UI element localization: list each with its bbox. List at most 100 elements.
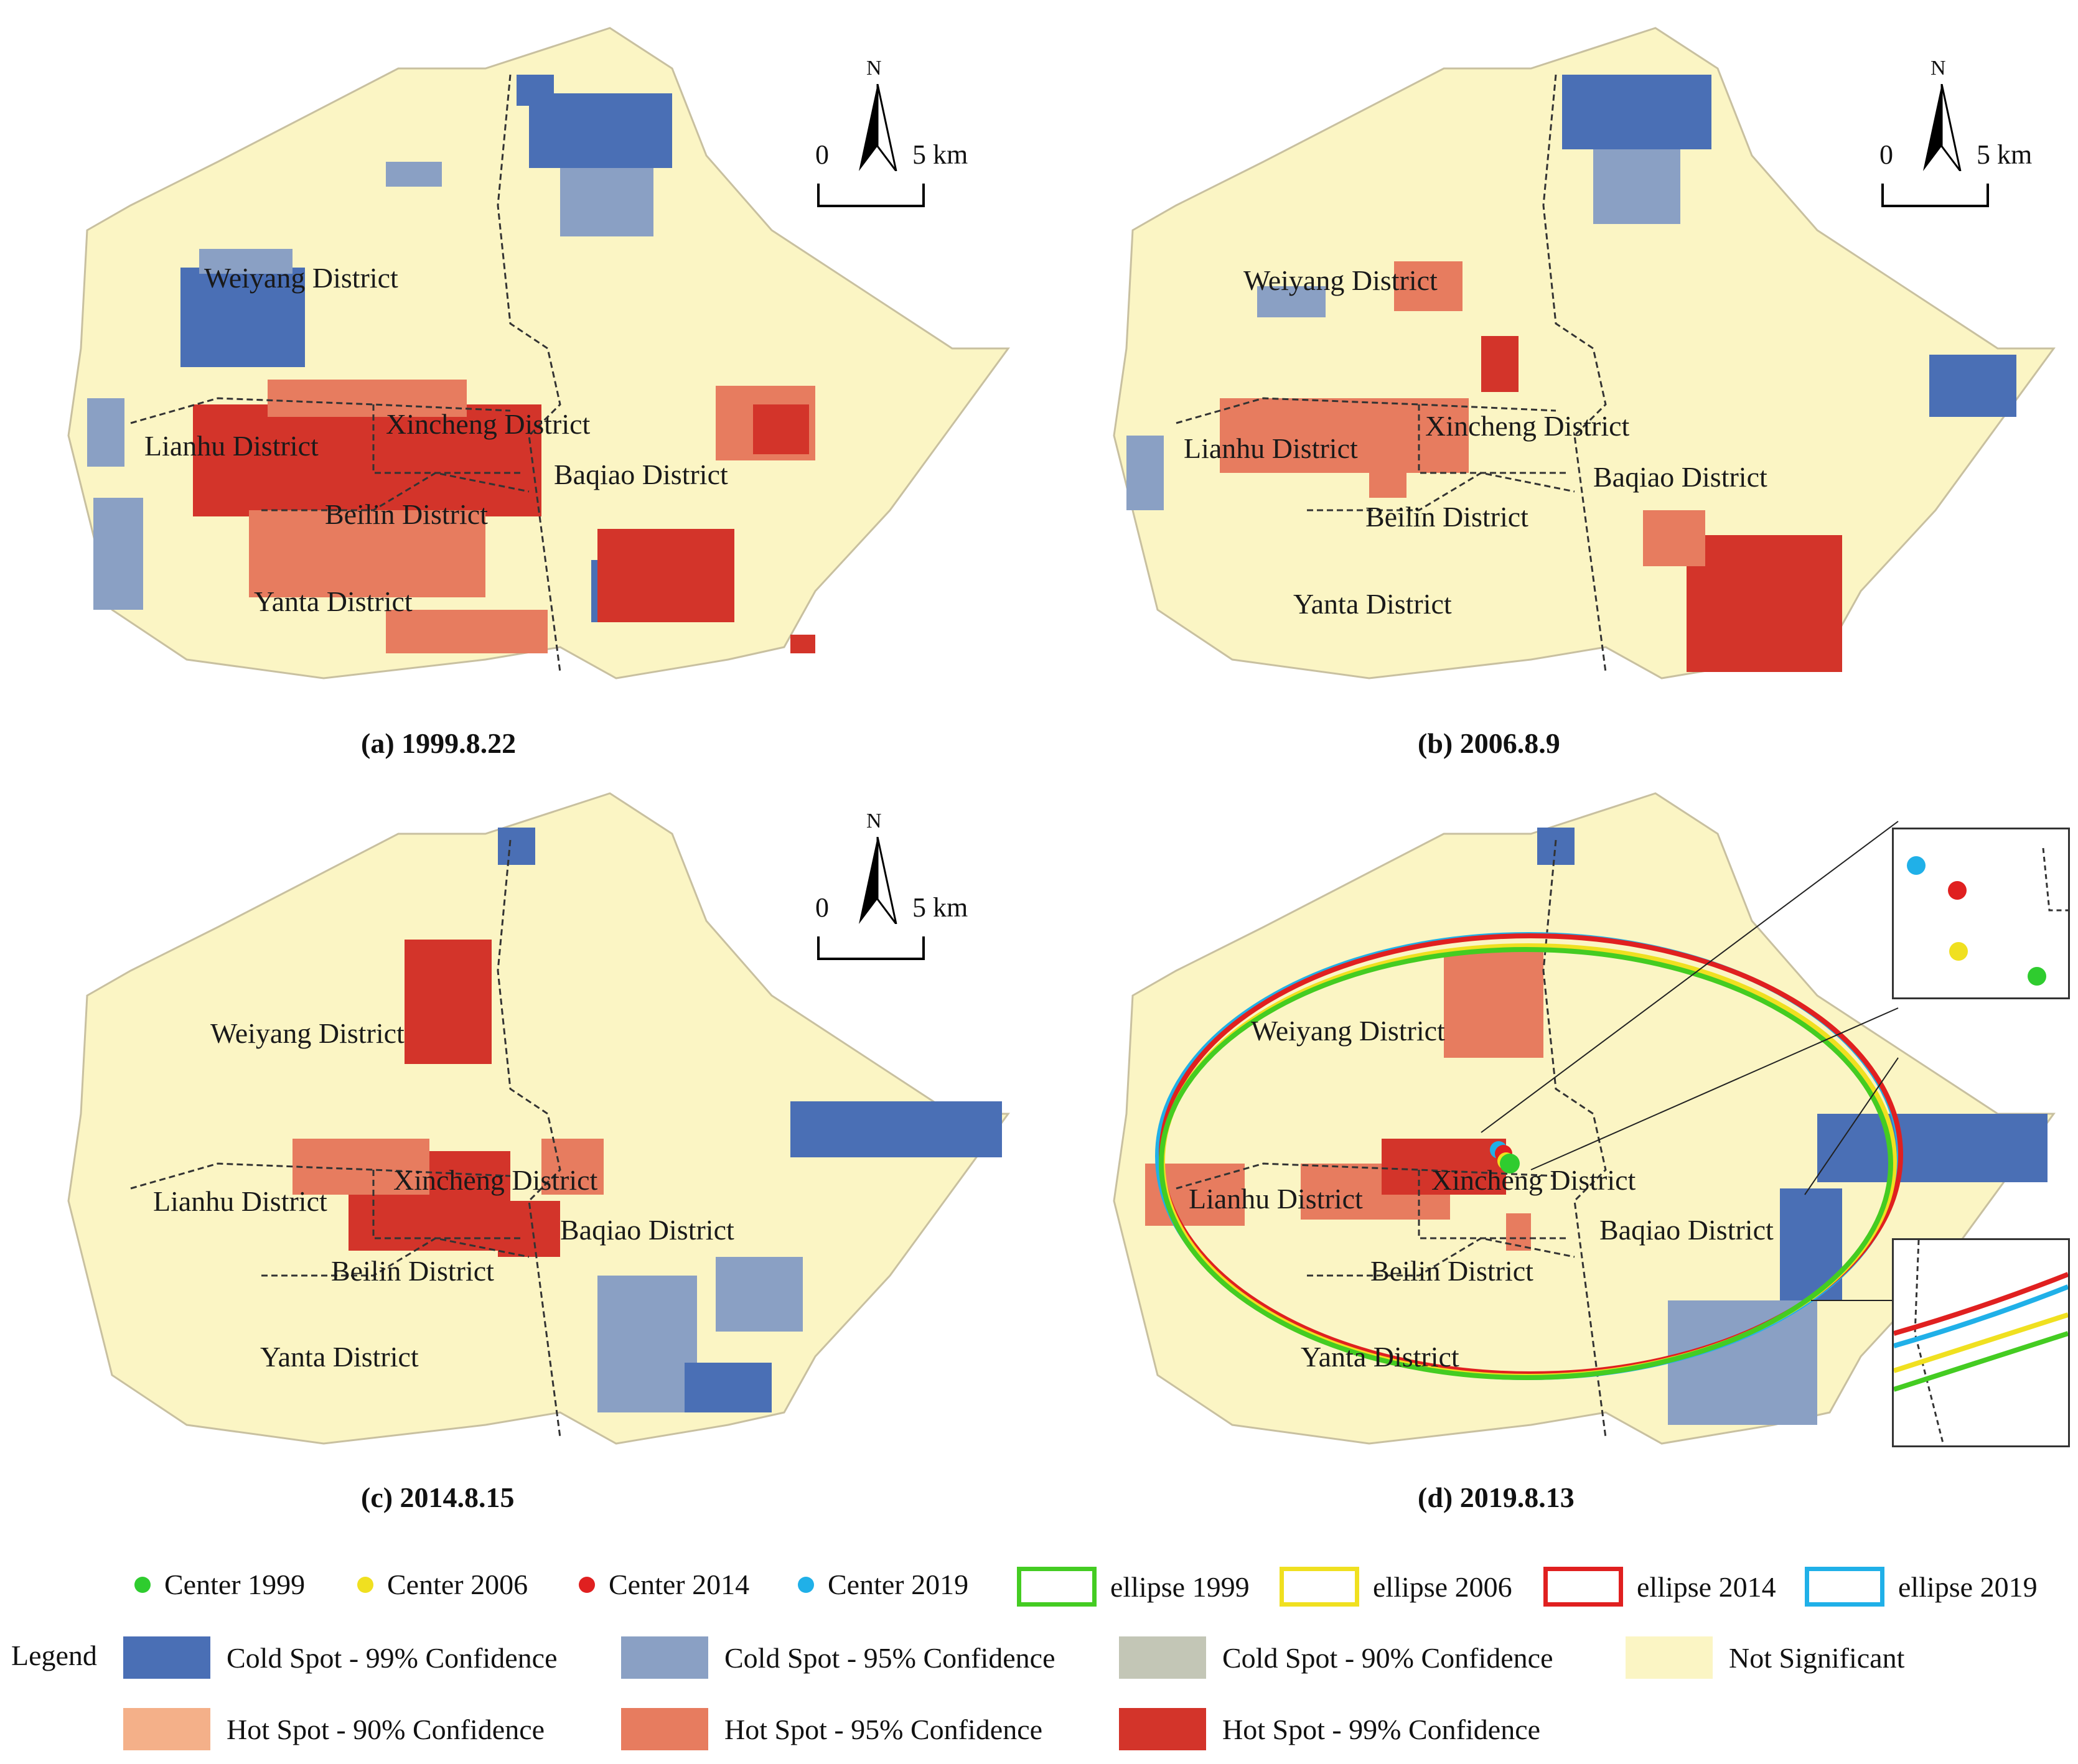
legend-ellipse-2019-label: ellipse 2019	[1898, 1570, 2038, 1603]
legend-center-2019-label: Center 2019	[828, 1569, 969, 1600]
mean-centers	[1490, 1141, 1520, 1174]
legend-cold-90-label: Cold Spot - 90% Confidence	[1222, 1641, 1553, 1674]
label-baqiao: Baqiao District	[554, 459, 728, 490]
label-yanta: Yanta District	[1301, 1341, 1459, 1373]
label-baqiao: Baqiao District	[1593, 461, 1767, 493]
inset-centers-map	[1907, 847, 2068, 986]
hot-spots	[193, 380, 815, 653]
label-xincheng: Xincheng District	[393, 1164, 598, 1196]
legend-ellipse-2014: ellipse 2014	[1543, 1567, 1776, 1607]
legend-center-2006: Center 2006	[357, 1568, 528, 1601]
scale-bar	[817, 184, 925, 207]
legend-ellipse-2014-label: ellipse 2014	[1637, 1570, 1776, 1603]
map-panel-d: Weiyang District Lianhu District Xinchen…	[1046, 765, 2078, 1513]
ellipse-2014-swatch	[1543, 1567, 1623, 1607]
label-weiyang: Weiyang District	[204, 262, 398, 294]
north-arrow-icon	[859, 84, 897, 171]
legend-row-centers: Center 1999 Center 2006 Center 2014 Cent…	[0, 1562, 2078, 1618]
north-label: N	[866, 810, 882, 833]
label-beilin: Beilin District	[1365, 501, 1528, 533]
cold-spots	[498, 828, 1002, 1412]
inset-centers	[1892, 828, 2070, 999]
legend-cold-90: Cold Spot - 90% Confidence	[1119, 1636, 1553, 1679]
swatch-cold-90	[1119, 1636, 1206, 1679]
scale-five: 5 km	[912, 139, 968, 170]
label-baqiao: Baqiao District	[1599, 1214, 1774, 1246]
ellipse-2019-swatch	[1805, 1567, 1884, 1607]
label-beilin: Beilin District	[325, 498, 488, 530]
swatch-hot-95	[621, 1708, 708, 1750]
label-lianhu: Lianhu District	[144, 430, 319, 462]
legend-center-1999: Center 1999	[134, 1568, 305, 1601]
center-2019-marker	[798, 1576, 814, 1593]
map-a	[67, 27, 1010, 679]
legend-ellipse-2019: ellipse 2019	[1805, 1567, 2038, 1607]
district-borders	[1176, 74, 1607, 673]
label-weiyang: Weiyang District	[210, 1017, 405, 1049]
legend-ellipse-1999-label: ellipse 1999	[1110, 1570, 1250, 1603]
label-lianhu: Lianhu District	[153, 1185, 327, 1217]
ellipse-2006-swatch	[1280, 1567, 1359, 1607]
label-yanta: Yanta District	[254, 586, 413, 617]
label-lianhu: Lianhu District	[1184, 432, 1358, 464]
legend-hot-95: Hot Spot - 95% Confidence	[621, 1708, 1042, 1750]
label-beilin: Beilin District	[1370, 1255, 1533, 1287]
label-yanta: Yanta District	[260, 1341, 419, 1373]
district-borders	[130, 74, 561, 673]
label-xincheng: Xincheng District	[386, 408, 591, 440]
inset-ellipses	[1892, 1238, 2070, 1447]
inset-leader-lines	[1481, 821, 1899, 1301]
center-1999	[1500, 1154, 1520, 1174]
scale-bar	[817, 936, 925, 960]
legend-not-significant: Not Significant	[1626, 1636, 1904, 1679]
inset-center-1999	[2028, 967, 2046, 986]
scale-five: 5 km	[1977, 139, 2033, 170]
legend-ellipse-2006: ellipse 2006	[1280, 1567, 1512, 1607]
caption-c: (c) 2014.8.15	[361, 1482, 515, 1513]
map-panel-b: Weiyang District Lianhu District Xinchen…	[1046, 0, 2078, 759]
swatch-hot-90	[123, 1708, 210, 1750]
district-borders	[1176, 839, 1607, 1438]
map-d	[1113, 792, 2056, 1445]
map-panel-c: Weiyang District Lianhu District Xinchen…	[0, 765, 1046, 1513]
hot-spots	[293, 940, 604, 1257]
label-weiyang: Weiyang District	[1243, 264, 1438, 296]
north-arrow-scale: N 0 5 km	[815, 810, 968, 974]
ellipse-1999-swatch	[1017, 1567, 1097, 1607]
scale-five: 5 km	[912, 892, 968, 923]
legend-center-2006-label: Center 2006	[387, 1569, 528, 1600]
city-boundary	[1113, 27, 2056, 679]
legend-cold-95: Cold Spot - 95% Confidence	[621, 1636, 1055, 1679]
hot-spots	[1220, 261, 1842, 672]
label-baqiao: Baqiao District	[560, 1214, 734, 1246]
cold-spots	[87, 75, 672, 622]
legend-not-significant-label: Not Significant	[1729, 1641, 1905, 1674]
swatch-not-significant	[1626, 1636, 1713, 1679]
north-label: N	[866, 57, 882, 80]
label-xincheng: Xincheng District	[1425, 410, 1630, 442]
label-beilin: Beilin District	[331, 1255, 494, 1287]
swatch-cold-95	[621, 1636, 708, 1679]
legend-hot-99-label: Hot Spot - 99% Confidence	[1222, 1713, 1541, 1745]
district-borders	[130, 839, 561, 1438]
legend-cold-99: Cold Spot - 99% Confidence	[123, 1636, 558, 1679]
swatch-hot-99	[1119, 1708, 1206, 1750]
north-arrow-scale: N 0 5 km	[1879, 57, 2032, 221]
cold-spots	[1537, 828, 2048, 1425]
legend-cold-95-label: Cold Spot - 95% Confidence	[724, 1641, 1055, 1674]
legend-center-1999-label: Center 1999	[164, 1569, 306, 1600]
caption-b: (b) 2006.8.9	[1418, 727, 1560, 759]
center-2014-marker	[579, 1576, 595, 1593]
inset-center-2006	[1949, 942, 1968, 961]
scale-zero: 0	[1879, 139, 1893, 170]
legend-center-2014: Center 2014	[579, 1568, 749, 1601]
hot-spots	[1145, 952, 1543, 1251]
north-arrow-icon	[1923, 84, 1962, 171]
inset-ellipses-map	[1893, 1239, 2069, 1446]
cold-spots	[1126, 75, 2016, 510]
ellipse-1999	[1159, 947, 1893, 1380]
label-yanta: Yanta District	[1293, 588, 1452, 620]
map-b	[1113, 27, 2056, 679]
legend-center-2014-label: Center 2014	[609, 1569, 750, 1600]
swatch-cold-99	[123, 1636, 210, 1679]
